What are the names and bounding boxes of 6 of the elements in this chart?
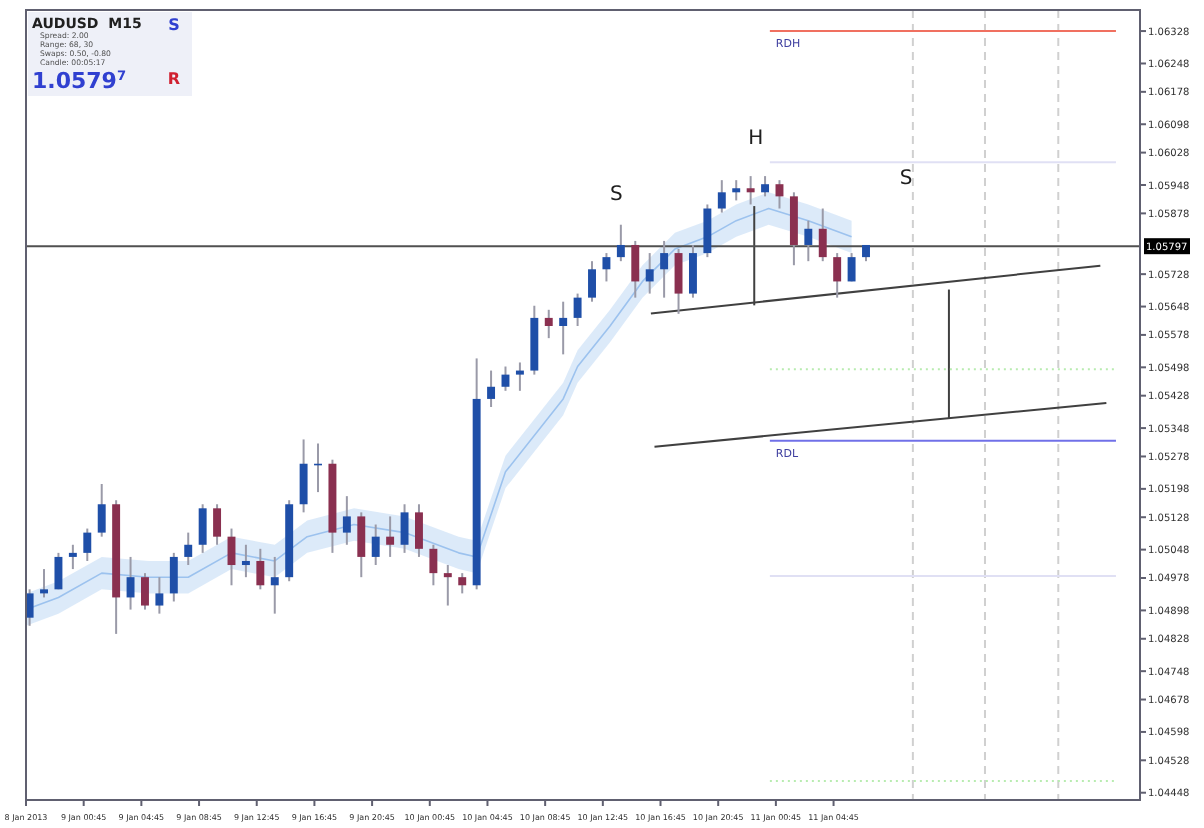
annotation: 1.0579$^{7}$ xyxy=(32,68,127,94)
annotation: R xyxy=(167,70,181,88)
annotation: H xyxy=(748,128,764,151)
annotation: S xyxy=(610,183,623,206)
annotation: S xyxy=(899,167,913,190)
annotation: S xyxy=(168,16,181,34)
